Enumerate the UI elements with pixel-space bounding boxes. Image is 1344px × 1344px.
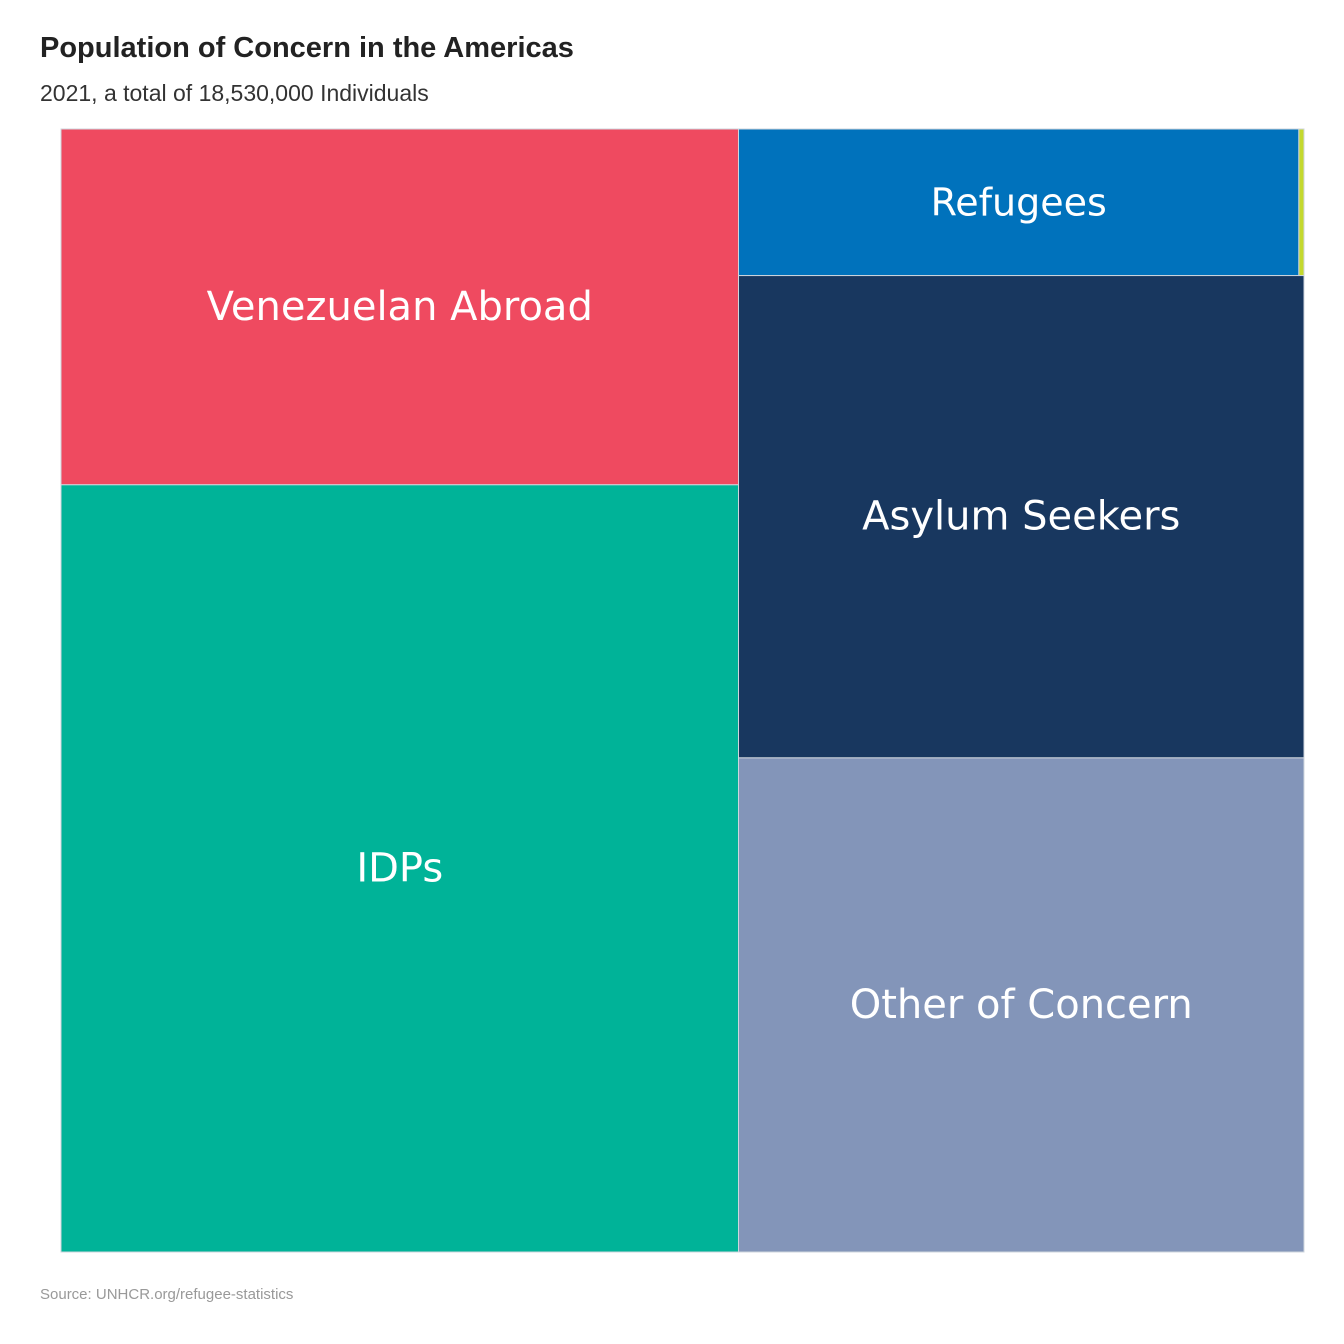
- tile-refugees: [738, 128, 1300, 277]
- chart-subtitle: 2021, a total of 18,530,000 Individuals: [40, 80, 429, 106]
- tile-idps: [60, 484, 740, 1253]
- tile-asylum-seekers-label: Asylum Seekers: [862, 494, 1180, 540]
- tile-venezuelan-abroad-label: Venezuelan Abroad: [207, 284, 593, 330]
- source-note: Source: UNHCR.org/refugee-statistics: [40, 1286, 294, 1303]
- tile-refugees-label: Refugees: [931, 180, 1107, 224]
- tile-other-of-concern-label: Other of Concern: [850, 982, 1193, 1028]
- tile-other-of-concern: [738, 757, 1305, 1253]
- tile-venezuelan-abroad: [60, 128, 740, 486]
- tile-idps-label: IDPs: [356, 845, 443, 891]
- chart-title: Population of Concern in the Americas: [40, 32, 574, 64]
- tile-other-small: [1298, 128, 1305, 277]
